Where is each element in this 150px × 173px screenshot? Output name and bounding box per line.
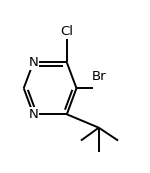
Text: N: N	[28, 108, 38, 121]
Text: Cl: Cl	[60, 25, 73, 38]
Text: Br: Br	[92, 70, 107, 83]
Text: N: N	[28, 56, 38, 69]
